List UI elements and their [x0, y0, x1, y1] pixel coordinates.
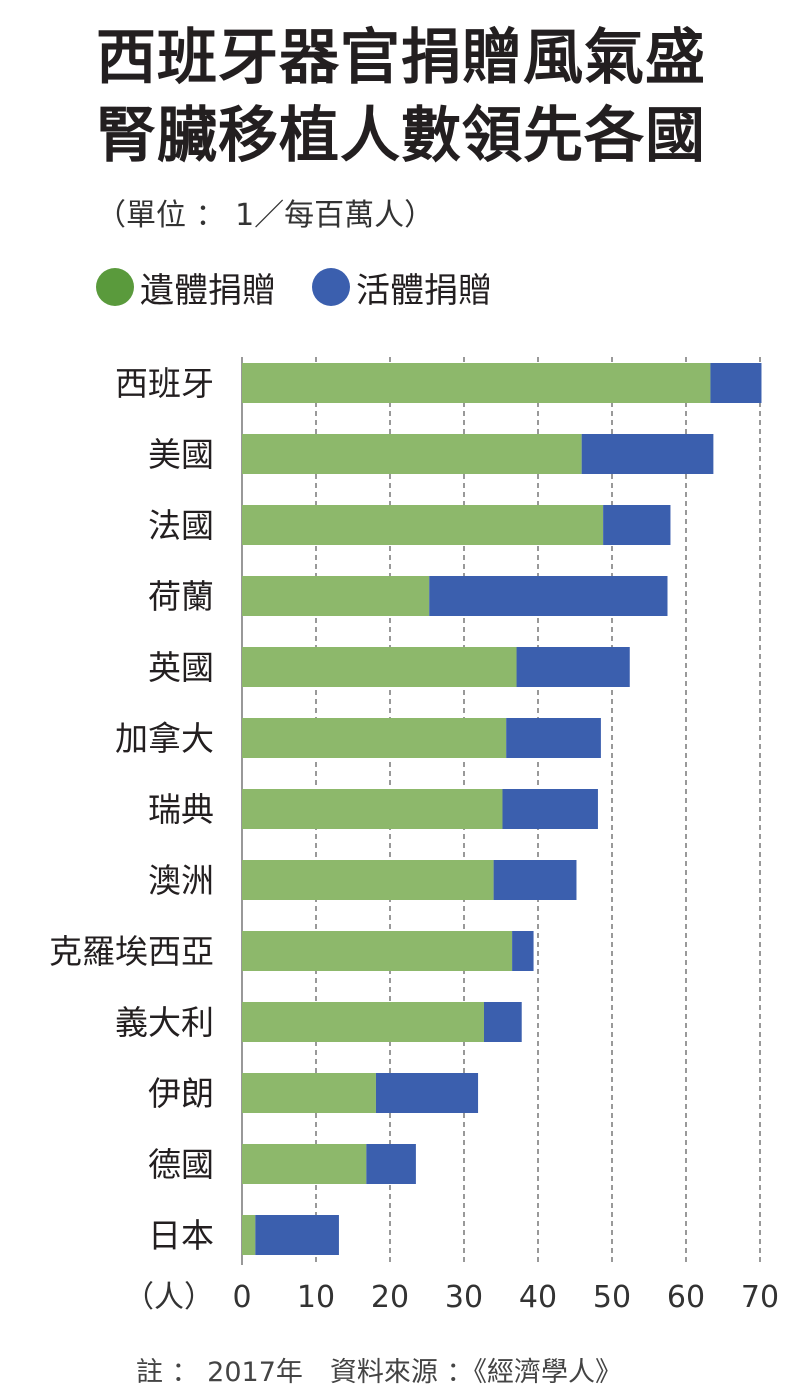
bar-deceased-11 — [242, 1144, 367, 1184]
category-label-9: 義大利 — [115, 1003, 214, 1042]
legend-swatch-deceased — [96, 268, 134, 306]
category-label-7: 澳洲 — [148, 861, 214, 900]
legend-entry-deceased: 遺體捐贈 — [96, 263, 276, 312]
legend-entry-living: 活體捐贈 — [312, 263, 492, 312]
bar-living-12 — [255, 1215, 339, 1255]
bar-living-2 — [603, 505, 671, 545]
chart-title-line-2: 腎臟移植人數領先各國 — [96, 101, 706, 171]
category-label-10: 伊朗 — [148, 1074, 214, 1113]
bar-deceased-5 — [242, 718, 507, 758]
category-label-5: 加拿大 — [115, 719, 214, 758]
legend-swatch-living — [312, 268, 350, 306]
x-tick-label-40: 40 — [519, 1280, 557, 1315]
bar-living-8 — [512, 931, 534, 971]
category-label-8: 克羅埃西亞 — [49, 932, 214, 971]
bar-living-5 — [506, 718, 601, 758]
bar-living-9 — [483, 1002, 522, 1042]
category-label-12: 日本 — [148, 1216, 214, 1255]
bar-living-4 — [516, 647, 630, 687]
x-tick-label-30: 30 — [445, 1280, 483, 1315]
bar-living-3 — [429, 576, 668, 616]
x-tick-label-70: 70 — [741, 1280, 779, 1315]
bar-living-10 — [375, 1073, 479, 1113]
legend: 遺體捐贈 活體捐贈 — [96, 262, 492, 312]
bar-living-0 — [710, 363, 762, 403]
legend-label-deceased: 遺體捐贈 — [140, 270, 276, 311]
bar-living-1 — [581, 434, 714, 474]
source-note: 註 ： 2017年 資料來源 ：《經濟學人》 — [136, 1357, 622, 1388]
bar-deceased-12 — [242, 1215, 256, 1255]
bar-deceased-7 — [242, 860, 494, 900]
bar-deceased-4 — [242, 647, 517, 687]
x-axis-label: （人） — [124, 1280, 214, 1315]
category-label-2: 法國 — [148, 506, 214, 545]
category-label-6: 瑞典 — [148, 790, 214, 829]
x-tick-label-50: 50 — [593, 1280, 631, 1315]
bar-deceased-10 — [242, 1073, 376, 1113]
x-tick-label-60: 60 — [667, 1280, 705, 1315]
bar-deceased-8 — [242, 931, 513, 971]
bar-deceased-3 — [242, 576, 430, 616]
legend-label-living: 活體捐贈 — [356, 270, 492, 311]
category-label-3: 荷蘭 — [148, 577, 214, 616]
chart-title-line-1: 西班牙器官捐贈風氣盛 — [96, 23, 706, 93]
bar-deceased-9 — [242, 1002, 484, 1042]
category-label-11: 德國 — [148, 1145, 214, 1184]
bar-living-11 — [366, 1144, 416, 1184]
x-tick-label-10: 10 — [297, 1280, 335, 1315]
bar-deceased-6 — [242, 789, 503, 829]
category-label-4: 英國 — [148, 648, 214, 687]
category-label-1: 美國 — [148, 435, 214, 474]
bar-living-6 — [502, 789, 598, 829]
bar-living-7 — [493, 860, 577, 900]
bar-deceased-2 — [242, 505, 604, 545]
unit-label: （單位 ： 1／每百萬人） — [96, 198, 435, 233]
category-label-0: 西班牙 — [115, 364, 214, 403]
x-tick-label-20: 20 — [371, 1280, 409, 1315]
bar-deceased-1 — [242, 434, 582, 474]
x-tick-label-0: 0 — [232, 1280, 251, 1315]
bar-deceased-0 — [242, 363, 711, 403]
